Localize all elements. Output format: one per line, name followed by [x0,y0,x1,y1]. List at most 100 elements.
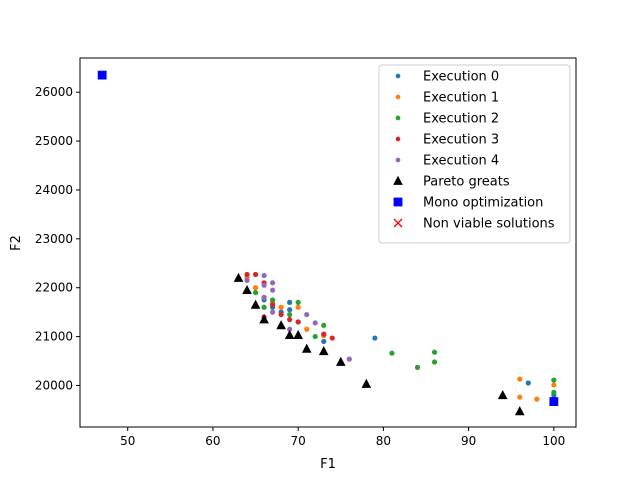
data-point [259,314,269,324]
x-tick-label: 60 [205,434,220,448]
data-point [287,326,293,332]
data-point [252,285,259,291]
legend-label: Execution 4 [423,154,499,169]
y-axis-label: F2 [9,235,24,251]
data-point [97,70,107,80]
data-point [287,307,293,313]
data-point [270,280,276,286]
data-point [261,282,267,288]
data-point [431,349,438,355]
data-point [304,326,310,332]
series-4 [244,272,352,362]
data-point [270,309,276,315]
data-point [318,346,329,356]
legend-marker [395,94,401,100]
data-point [244,271,250,278]
data-point [304,311,310,318]
legend-marker-stroke-b [393,218,403,228]
data-point [252,271,259,278]
legend-marker [395,115,401,121]
data-point [287,316,293,323]
x-axis-label: F1 [320,457,336,472]
legend: Execution 0 Execution 1 Execution 2 Executi… [378,64,571,244]
data-point [414,364,421,370]
data-point [525,380,531,386]
data-point [312,333,318,340]
data-point [278,304,284,310]
data-point [244,277,250,283]
y-tick-label: 26000 [35,85,73,99]
data-point [312,320,318,326]
y-tick-label: 24000 [35,183,73,197]
series-5 [233,272,525,416]
y-tick-label: 22000 [35,281,73,295]
x-tick-label: 70 [291,434,306,448]
legend-label: Execution 1 [423,91,499,106]
data-point [372,335,378,341]
data-point [321,331,327,337]
data-point [431,359,438,365]
legend-label: Execution 2 [423,112,499,127]
x-tick-label: 100 [542,434,565,448]
y-tick-label: 20000 [35,378,73,392]
data-point [284,329,295,340]
legend-label: Execution 0 [423,70,499,85]
data-point [295,299,301,305]
data-point [261,294,267,301]
points-layer [97,70,559,416]
series-2 [252,289,557,395]
legend-label: Mono optimization [423,196,543,211]
data-point [287,299,293,305]
x-tick-label: 80 [376,434,391,448]
data-point [295,304,301,310]
data-point [389,350,395,356]
plot-frame [79,57,577,428]
data-point [514,406,525,416]
data-point [549,397,559,406]
legend-marker [395,136,401,142]
legend-marker [393,175,403,185]
data-point [295,319,301,325]
legend-marker [393,197,403,207]
data-point [287,311,293,318]
y-tick-label: 21000 [35,330,73,344]
data-point [321,322,327,328]
data-point [250,299,261,309]
data-point [329,335,335,341]
legend-label: Pareto greats [423,175,510,190]
x-tick-label: 90 [461,434,476,448]
data-point [361,378,372,388]
data-point [270,287,276,293]
legend-marker [395,73,401,79]
series-3 [244,271,335,341]
data-point [321,338,327,345]
data-point [517,376,523,382]
ticks-layer: 50 60 70 80 90 100 20000 21000 22000 23000 24000 25… [35,85,565,448]
x-tick-label: 50 [120,434,135,448]
data-point [242,284,252,295]
data-point [276,320,286,330]
data-point [252,289,259,296]
data-point [517,394,523,400]
legend-marker [393,218,403,228]
data-point [261,304,267,310]
data-point [497,390,508,400]
data-point [534,396,540,402]
data-point [293,329,303,340]
y-tick-label: 25000 [35,134,73,148]
data-point [270,302,276,308]
data-point [278,311,284,318]
data-point [335,356,346,366]
data-point [551,377,557,383]
data-point [551,389,557,395]
data-point [261,272,267,279]
data-point [233,272,244,282]
legend-box [378,64,571,244]
data-point [301,343,312,353]
y-tick-label: 23000 [35,232,73,246]
data-point [346,356,352,362]
data-point [551,382,557,388]
legend-label: Execution 3 [423,133,499,148]
series-6 [97,70,559,406]
